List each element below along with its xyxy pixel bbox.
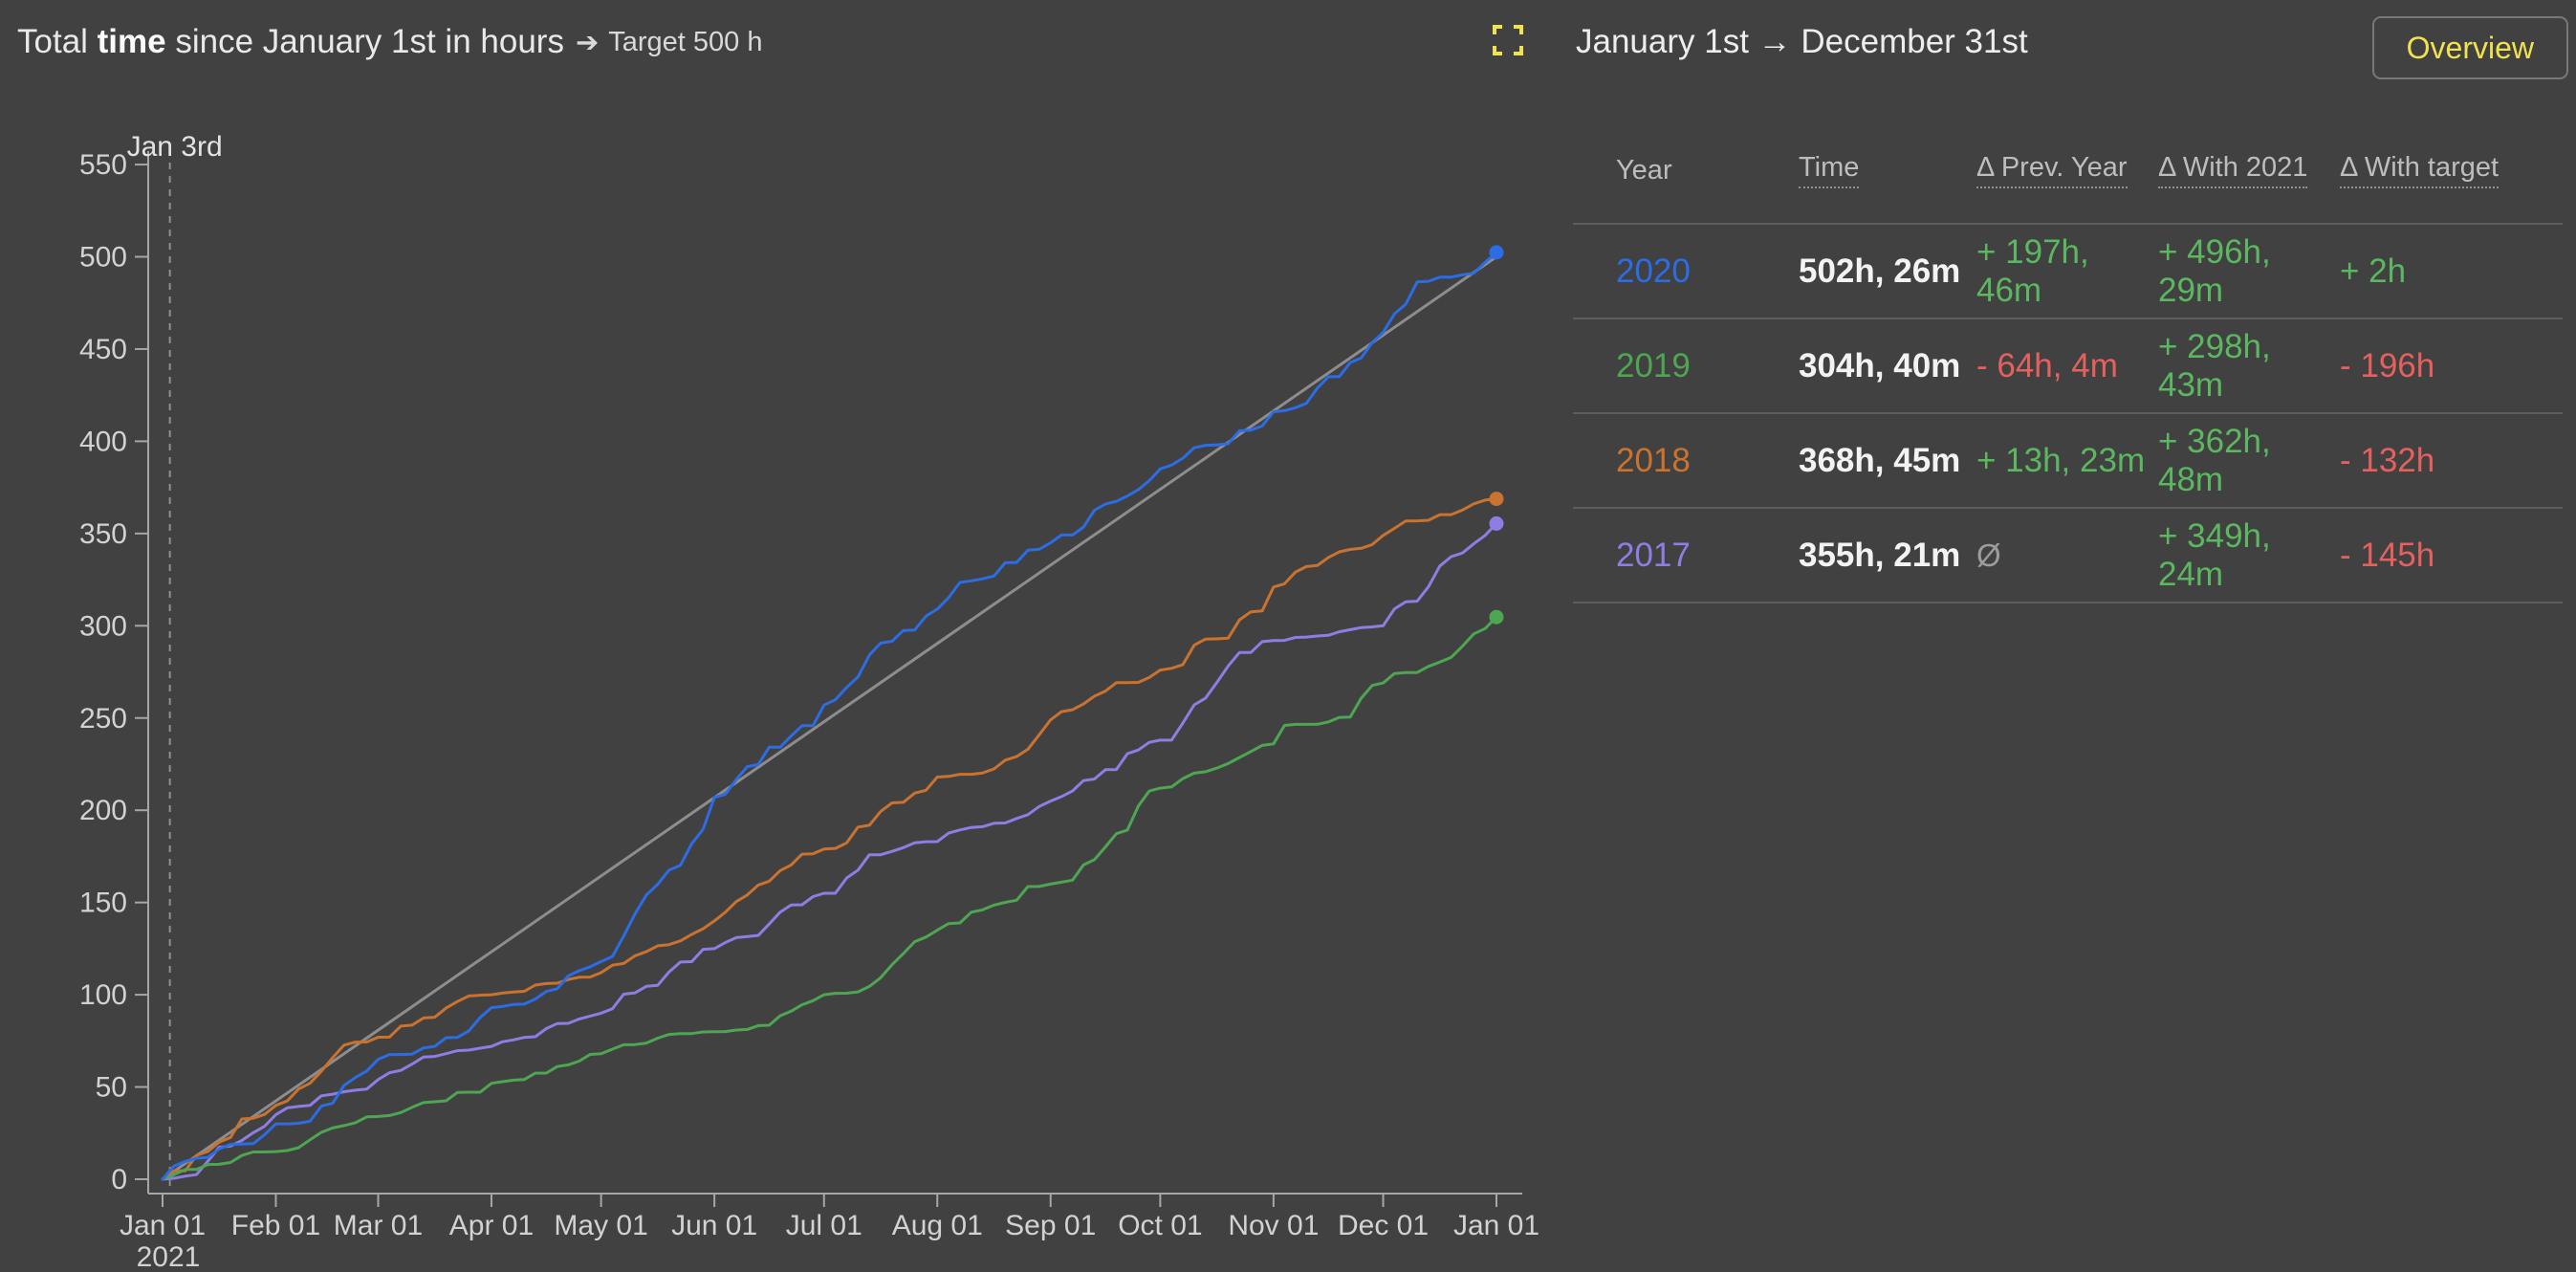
chart-title-target: Target 500 h — [608, 26, 763, 57]
delta-with-target-cell: - 196h — [2340, 346, 2435, 384]
delta-with-2021-cell: + 349h, 24m — [2158, 516, 2271, 593]
delta-prev-year-cell: + 13h, 23m — [1976, 441, 2146, 479]
column-header-delta-prev-year[interactable]: Δ Prev. Year — [1976, 152, 2158, 188]
chart-title-bold: time — [97, 23, 166, 60]
svg-text:300: 300 — [79, 610, 127, 642]
svg-text:Mar 01: Mar 01 — [334, 1210, 423, 1241]
svg-text:Jun 01: Jun 01 — [671, 1210, 757, 1241]
column-header-delta-with-target[interactable]: Δ With target — [2340, 152, 2563, 188]
overview-button[interactable]: Overview — [2371, 16, 2568, 79]
svg-text:350: 350 — [79, 518, 127, 550]
svg-text:Nov 01: Nov 01 — [1228, 1210, 1319, 1241]
column-header-time[interactable]: Time — [1799, 152, 1976, 188]
delta-with-2021-cell: + 496h, 29m — [2158, 232, 2271, 309]
table-body: 2020 502h, 26m + 197h, 46m + 496h, 29m +… — [1573, 223, 2563, 603]
delta-with-target-cell: + 2h — [2340, 252, 2407, 290]
time-cell: 368h, 45m — [1799, 441, 1961, 479]
svg-text:Jan 01: Jan 01 — [1453, 1210, 1539, 1241]
svg-text:500: 500 — [79, 242, 127, 274]
delta-prev-year-cell: Ø — [1976, 537, 2001, 573]
table-row-2018: 2018 368h, 45m + 13h, 23m + 362h, 48m - … — [1573, 412, 2563, 507]
svg-text:May 01: May 01 — [554, 1210, 647, 1241]
yearly-stats-table: Year Time Δ Prev. Year Δ With 2021 Δ Wit… — [1573, 143, 2563, 603]
delta-with-2021-cell: + 298h, 43m — [2158, 327, 2271, 404]
svg-text:400: 400 — [79, 426, 127, 457]
svg-text:Apr 01: Apr 01 — [449, 1210, 534, 1241]
svg-text:Oct 01: Oct 01 — [1118, 1210, 1202, 1241]
delta-prev-year-cell: - 64h, 4m — [1976, 346, 2118, 384]
title-arrow-icon: ➔ — [575, 27, 600, 58]
svg-text:50: 50 — [96, 1072, 127, 1104]
svg-text:Dec 01: Dec 01 — [1338, 1210, 1429, 1241]
svg-text:150: 150 — [79, 888, 127, 919]
svg-text:550: 550 — [79, 149, 127, 181]
svg-text:Jan 01: Jan 01 — [120, 1210, 206, 1241]
year-cell-2017[interactable]: 2017 — [1616, 536, 1691, 574]
year-cell-2018[interactable]: 2018 — [1616, 441, 1691, 479]
table-row-2020: 2020 502h, 26m + 197h, 46m + 496h, 29m +… — [1573, 223, 2563, 318]
chart-title-rest: since January 1st in hours — [165, 23, 564, 60]
svg-text:2021: 2021 — [137, 1241, 201, 1272]
date-range-header: January 1st → December 31st — [1576, 23, 2028, 60]
chart-title: Total time since January 1st in hours ➔ Ta… — [17, 21, 763, 63]
table-header-row: Year Time Δ Prev. Year Δ With 2021 Δ Wit… — [1573, 143, 2563, 197]
time-cell: 304h, 40m — [1799, 346, 1961, 384]
svg-text:0: 0 — [111, 1164, 127, 1195]
table-row-2017: 2017 355h, 21m Ø + 349h, 24m - 145h — [1573, 507, 2563, 603]
svg-text:200: 200 — [79, 795, 127, 826]
time-cell: 355h, 21m — [1799, 536, 1961, 574]
time-cell: 502h, 26m — [1799, 252, 1961, 290]
svg-text:Aug 01: Aug 01 — [892, 1210, 983, 1241]
delta-with-target-cell: - 145h — [2340, 536, 2435, 574]
svg-text:250: 250 — [79, 703, 127, 735]
svg-text:Sep 01: Sep 01 — [1005, 1210, 1096, 1241]
year-cell-2020[interactable]: 2020 — [1616, 252, 1691, 290]
table-row-2019: 2019 304h, 40m - 64h, 4m + 298h, 43m - 1… — [1573, 318, 2563, 412]
delta-with-2021-cell: + 362h, 48m — [2158, 422, 2271, 498]
column-header-year: Year — [1616, 154, 1672, 186]
year-cell-2019[interactable]: 2019 — [1616, 346, 1691, 384]
svg-text:Feb 01: Feb 01 — [231, 1210, 320, 1241]
svg-text:450: 450 — [79, 334, 127, 365]
svg-text:Jan 3rd: Jan 3rd — [127, 131, 223, 163]
svg-text:100: 100 — [79, 979, 127, 1011]
chart-title-prefix: Total — [17, 23, 98, 60]
svg-text:Jul 01: Jul 01 — [786, 1210, 862, 1241]
column-header-delta-with-2021[interactable]: Δ With 2021 — [2158, 152, 2340, 188]
delta-prev-year-cell: + 197h, 46m — [1976, 232, 2089, 309]
fullscreen-button[interactable] — [1492, 24, 1524, 56]
delta-with-target-cell: - 132h — [2340, 441, 2435, 479]
fullscreen-icon — [1493, 25, 1523, 55]
